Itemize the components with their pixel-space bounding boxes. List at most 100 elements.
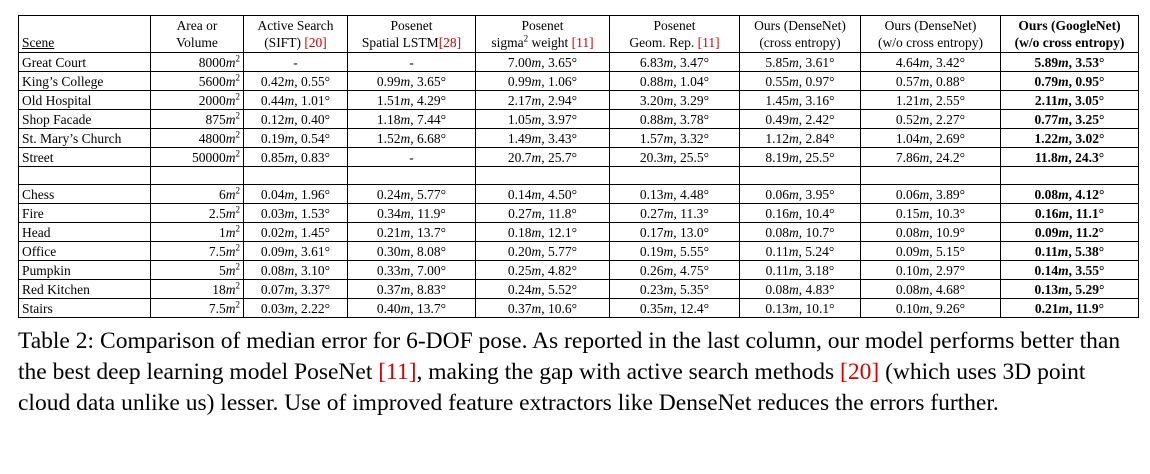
value-cell: 0.03m, 1.53° bbox=[243, 203, 348, 223]
value-cell: 2.11m, 3.05° bbox=[1000, 90, 1139, 110]
value-cell: 0.20m, 5.77° bbox=[475, 241, 610, 261]
value-cell: 0.24m, 5.77° bbox=[347, 184, 476, 204]
value-cell: 0.57m, 0.88° bbox=[860, 71, 1001, 91]
table-row: Office 7.5m2 0.09m, 3.61° 0.30m, 8.08° 0.20m… bbox=[18, 241, 1139, 261]
value-cell: 6.83m, 3.47° bbox=[609, 52, 740, 72]
table-row: Fire 2.5m2 0.03m, 1.53° 0.34m, 11.9° 0.27m, … bbox=[18, 203, 1139, 223]
value-cell: 1.04m, 2.69° bbox=[860, 128, 1001, 148]
value-cell: 1.57m, 3.32° bbox=[609, 128, 740, 148]
value-cell: 1.18m, 7.44° bbox=[347, 109, 476, 129]
value-cell: 20.3m, 25.5° bbox=[609, 147, 740, 167]
table-header: Scene Area or Volume Active Search (SIFT) … bbox=[18, 15, 1139, 53]
value-cell: 0.37m, 8.83° bbox=[347, 279, 476, 299]
value-cell: 0.88m, 1.04° bbox=[609, 71, 740, 91]
caption-label: Table 2: bbox=[18, 328, 95, 354]
table-row: Chess 6m2 0.04m, 1.96° 0.24m, 5.77° 0.14m, 4… bbox=[18, 184, 1139, 204]
value-cell: 1.21m, 2.55° bbox=[860, 90, 1001, 110]
value-cell: 0.25m, 4.82° bbox=[475, 260, 610, 280]
value-cell: 0.10m, 9.26° bbox=[860, 298, 1001, 318]
value-cell: 1.22m, 3.02° bbox=[1000, 128, 1139, 148]
scene-cell: Pumpkin bbox=[18, 260, 151, 280]
scene-cell: Head bbox=[18, 222, 151, 242]
value-cell: 0.27m, 11.3° bbox=[609, 203, 740, 223]
value-cell: 1.05m, 3.97° bbox=[475, 109, 610, 129]
caption-cite-posenet: [11] bbox=[378, 359, 417, 385]
value-cell: 5.85m, 3.61° bbox=[739, 52, 861, 72]
value-cell: 0.21m, 13.7° bbox=[347, 222, 476, 242]
area-cell: 8000m2 bbox=[150, 52, 244, 72]
value-cell: 0.35m, 12.4° bbox=[609, 298, 740, 318]
value-cell: - bbox=[347, 147, 476, 167]
value-cell: 1.51m, 4.29° bbox=[347, 90, 476, 110]
value-cell: 0.14m, 4.50° bbox=[475, 184, 610, 204]
value-cell: 0.09m, 3.61° bbox=[243, 241, 348, 261]
area-cell: 5m2 bbox=[150, 260, 244, 280]
value-cell: 0.40m, 13.7° bbox=[347, 298, 476, 318]
value-cell: 0.19m, 0.54° bbox=[243, 128, 348, 148]
area-cell: 7.5m2 bbox=[150, 241, 244, 261]
header-posenet-sigma: Posenet sigma2 weight [11] bbox=[475, 15, 610, 53]
value-cell: 0.52m, 2.27° bbox=[860, 109, 1001, 129]
table-row: Stairs 7.5m2 0.03m, 2.22° 0.40m, 13.7° 0.37m… bbox=[18, 298, 1139, 318]
area-cell: 4800m2 bbox=[150, 128, 244, 148]
value-cell: 0.16m, 11.1° bbox=[1000, 203, 1139, 223]
scene-cell: Old Hospital bbox=[18, 90, 151, 110]
table-row: Red Kitchen 18m2 0.07m, 3.37° 0.37m, 8.83° 0… bbox=[18, 279, 1139, 299]
value-cell: 0.49m, 2.42° bbox=[739, 109, 861, 129]
table-row: Shop Facade 875m2 0.12m, 0.40° 1.18m, 7.44°… bbox=[18, 109, 1139, 129]
value-cell: 0.37m, 10.6° bbox=[475, 298, 610, 318]
scene-cell: Shop Facade bbox=[18, 109, 151, 129]
scene-cell: St. Mary’s Church bbox=[18, 128, 151, 148]
value-cell: 0.34m, 11.9° bbox=[347, 203, 476, 223]
header-posenet-geom: Posenet Geom. Rep. [11] bbox=[609, 15, 740, 53]
scene-cell: Fire bbox=[18, 203, 151, 223]
value-cell: 0.06m, 3.95° bbox=[739, 184, 861, 204]
value-cell: 0.08m, 3.10° bbox=[243, 260, 348, 280]
value-cell: - bbox=[347, 52, 476, 72]
table-row: King’s College 5600m2 0.42m, 0.55° 0.99m, 3… bbox=[18, 71, 1139, 91]
value-cell: 0.11m, 5.38° bbox=[1000, 241, 1139, 261]
scene-cell: Street bbox=[18, 147, 151, 167]
value-cell: 0.09m, 5.15° bbox=[860, 241, 1001, 261]
value-cell: 0.16m, 10.4° bbox=[739, 203, 861, 223]
value-cell: 0.11m, 3.18° bbox=[739, 260, 861, 280]
value-cell: 0.77m, 3.25° bbox=[1000, 109, 1139, 129]
table-page: Scene Area or Volume Active Search (SIFT) … bbox=[18, 15, 1139, 419]
value-cell: 2.17m, 2.94° bbox=[475, 90, 610, 110]
caption-text-3: (which uses 3D point cloud data unlike u… bbox=[18, 359, 1086, 416]
value-cell: 0.26m, 4.75° bbox=[609, 260, 740, 280]
value-cell: 8.19m, 25.5° bbox=[739, 147, 861, 167]
value-cell: 0.15m, 10.3° bbox=[860, 203, 1001, 223]
value-cell: 0.08m, 4.12° bbox=[1000, 184, 1139, 204]
value-cell: 20.7m, 25.7° bbox=[475, 147, 610, 167]
table-row: St. Mary’s Church 4800m2 0.19m, 0.54° 1.52m… bbox=[18, 128, 1139, 148]
value-cell: 0.99m, 1.06° bbox=[475, 71, 610, 91]
scene-cell: Stairs bbox=[18, 298, 151, 318]
header-scene: Scene bbox=[18, 15, 151, 53]
value-cell: 0.03m, 2.22° bbox=[243, 298, 348, 318]
value-cell: 1.45m, 3.16° bbox=[739, 90, 861, 110]
value-cell: 0.55m, 0.97° bbox=[739, 71, 861, 91]
value-cell: 0.24m, 5.52° bbox=[475, 279, 610, 299]
area-cell: 875m2 bbox=[150, 109, 244, 129]
value-cell: 0.33m, 7.00° bbox=[347, 260, 476, 280]
value-cell: 0.13m, 5.29° bbox=[1000, 279, 1139, 299]
value-cell: 0.11m, 5.24° bbox=[739, 241, 861, 261]
value-cell: 1.12m, 2.84° bbox=[739, 128, 861, 148]
area-cell: 18m2 bbox=[150, 279, 244, 299]
value-cell: 0.04m, 1.96° bbox=[243, 184, 348, 204]
value-cell: 4.64m, 3.42° bbox=[860, 52, 1001, 72]
table-row: Street 50000m2 0.85m, 0.83° -20.7m, 25.7° 20… bbox=[18, 147, 1139, 167]
header-area: Area or Volume bbox=[150, 15, 244, 53]
value-cell: 0.88m, 3.78° bbox=[609, 109, 740, 129]
value-cell: 0.27m, 11.8° bbox=[475, 203, 610, 223]
value-cell: 5.89m, 3.53° bbox=[1000, 52, 1139, 72]
caption-text-2: , making the gap with active search meth… bbox=[416, 359, 841, 385]
table-body: Great Court 8000m2- -7.00m, 3.65° 6.83m, 3.… bbox=[18, 52, 1139, 318]
area-cell: 7.5m2 bbox=[150, 298, 244, 318]
value-cell: 3.20m, 3.29° bbox=[609, 90, 740, 110]
scene-cell: Chess bbox=[18, 184, 151, 204]
value-cell: 7.86m, 24.2° bbox=[860, 147, 1001, 167]
value-cell: 1.52m, 6.68° bbox=[347, 128, 476, 148]
value-cell: 0.19m, 5.55° bbox=[609, 241, 740, 261]
